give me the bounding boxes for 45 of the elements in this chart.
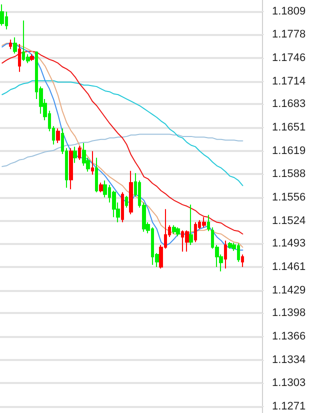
y-tick-label: 1.1524 — [272, 214, 306, 227]
candlestick — [69, 148, 73, 190]
candlestick — [73, 146, 77, 164]
candlestick — [99, 182, 103, 193]
candlestick — [18, 44, 21, 72]
candlestick — [176, 226, 180, 237]
y-tick-label: 1.1714 — [272, 75, 306, 88]
y-tick-label: 1.1619 — [272, 145, 306, 158]
candlestick — [228, 242, 232, 250]
candlestick — [30, 54, 34, 62]
candlestick — [189, 204, 193, 246]
y-tick-label: 1.1429 — [272, 284, 306, 296]
candlestick — [121, 192, 124, 223]
y-tick-label: 1.1778 — [272, 28, 306, 40]
y-tick-label: 1.1334 — [272, 354, 306, 366]
y-tick-label: 1.1303 — [272, 376, 306, 389]
y-tick-label: 1.1366 — [272, 330, 306, 343]
y-tick-label: 1.1651 — [272, 122, 306, 134]
y-tick-label: 1.1588 — [272, 168, 306, 180]
line-series — [2, 80, 244, 186]
candlestick — [194, 222, 197, 243]
y-tick-label: 1.1556 — [272, 191, 306, 204]
y-tick-label: 1.1493 — [272, 238, 306, 250]
line-series — [2, 134, 244, 168]
candlestick — [91, 150, 94, 176]
y-tick-label: 1.1398 — [272, 307, 306, 320]
candlestick — [78, 145, 81, 160]
candlestick — [129, 170, 133, 215]
y-tick-label: 1.1746 — [272, 52, 306, 64]
y-tick-label: 1.1271 — [272, 400, 306, 412]
candlestick — [185, 230, 189, 252]
candlestick — [207, 214, 210, 232]
candlestick — [0, 4, 4, 26]
candlestick — [125, 195, 128, 208]
y-tick-label: 1.1461 — [272, 261, 306, 274]
candlestick — [241, 254, 244, 268]
candlestick — [95, 157, 98, 193]
y-tick-label: 1.1683 — [272, 98, 306, 110]
candlestick — [56, 128, 60, 144]
y-tick-label: 1.1809 — [272, 6, 306, 18]
candlestick — [9, 39, 12, 50]
candlestick — [202, 216, 206, 228]
candlestick — [172, 224, 176, 235]
candlestick — [224, 240, 227, 269]
candlestick — [13, 36, 17, 54]
